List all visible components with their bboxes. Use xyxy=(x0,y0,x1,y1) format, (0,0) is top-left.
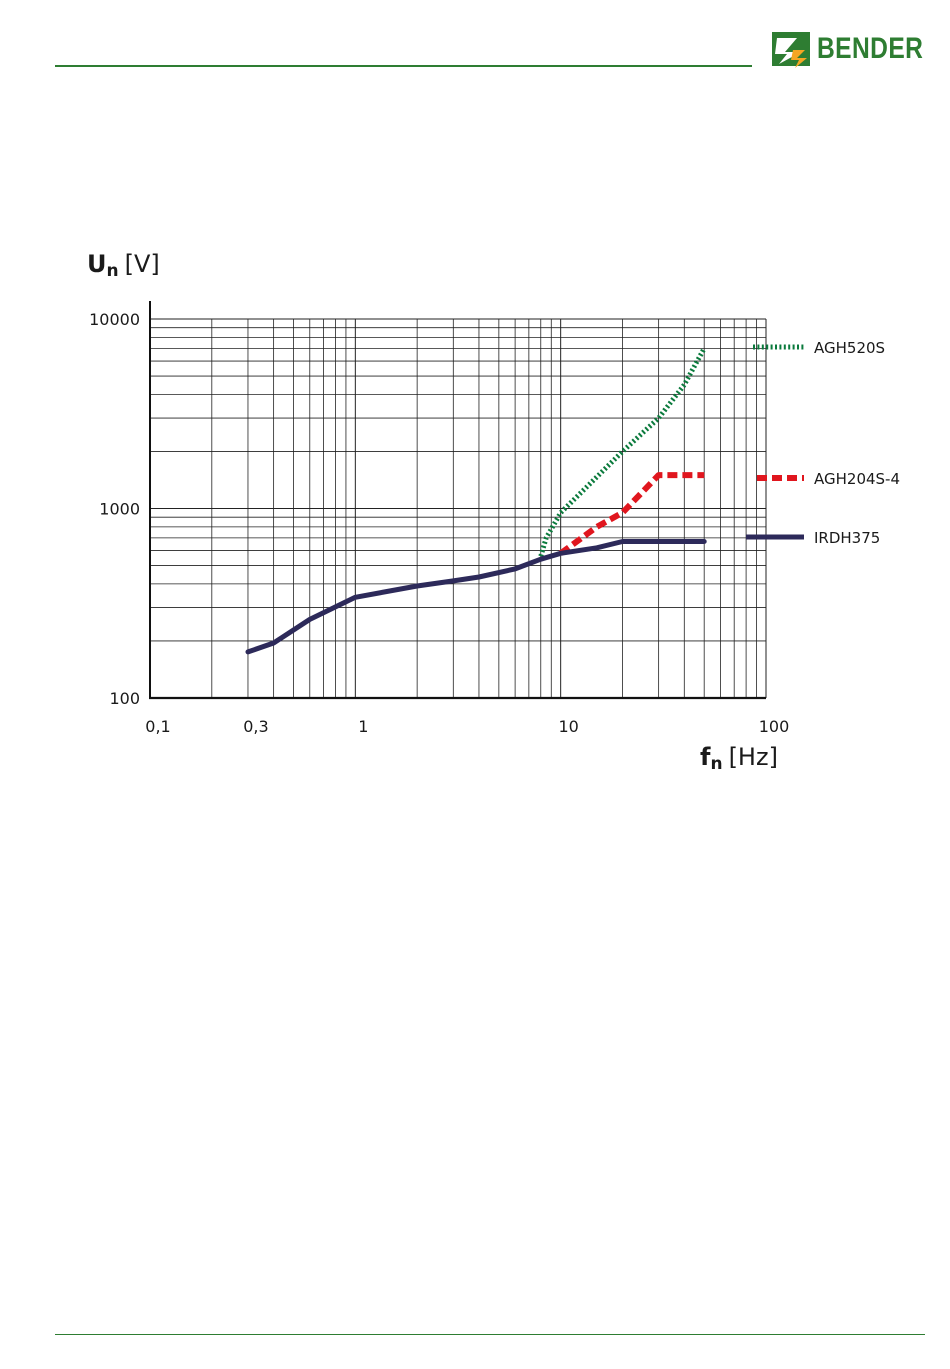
header-rule xyxy=(55,65,752,67)
series-line-irdh375 xyxy=(245,539,707,655)
footer-rule xyxy=(55,1334,925,1335)
x-tick-label: 0,1 xyxy=(145,717,170,736)
x-tick-label: 10 xyxy=(558,717,578,736)
x-tick-label: 0,3 xyxy=(243,717,268,736)
chart-grid xyxy=(150,318,767,698)
bender-logo: BENDER xyxy=(771,30,931,72)
x-tick-label: 1 xyxy=(358,717,368,736)
y-tick-label: 1000 xyxy=(99,500,140,519)
y-tick-label: 100 xyxy=(109,689,140,708)
chart-series xyxy=(245,347,707,655)
chart-labels: 0,1 0,3 1 10 100 100 1000 10000 xyxy=(89,310,789,736)
legend-label-agh520s: AGH520S xyxy=(814,339,885,357)
bender-logo-icon xyxy=(772,32,810,68)
y-axis-title-symbol: U xyxy=(87,250,107,278)
y-tick-label: 10000 xyxy=(89,310,140,329)
legend-label-agh204s-4: AGH204S-4 xyxy=(814,470,900,488)
bender-logo-text: BENDER xyxy=(817,32,924,65)
legend-label-irdh375: IRDH375 xyxy=(814,529,880,547)
x-axis-title-subscript: n xyxy=(710,754,722,774)
chart-axes xyxy=(149,301,766,700)
series-line-agh520s xyxy=(538,347,707,557)
chart-legend: AGH520S AGH204S-4 IRDH375 xyxy=(746,339,900,547)
x-axis-title-unit: [Hz] xyxy=(729,743,778,771)
y-axis-title-unit: [V] xyxy=(125,250,160,278)
x-axis-title: fn [Hz] xyxy=(700,743,778,774)
x-tick-label: 100 xyxy=(759,717,790,736)
y-axis-title-subscript: n xyxy=(107,261,119,281)
y-axis-title: Un [V] xyxy=(87,250,160,281)
series-line-agh204s-4 xyxy=(558,472,705,556)
x-axis-title-symbol: f xyxy=(700,743,711,771)
